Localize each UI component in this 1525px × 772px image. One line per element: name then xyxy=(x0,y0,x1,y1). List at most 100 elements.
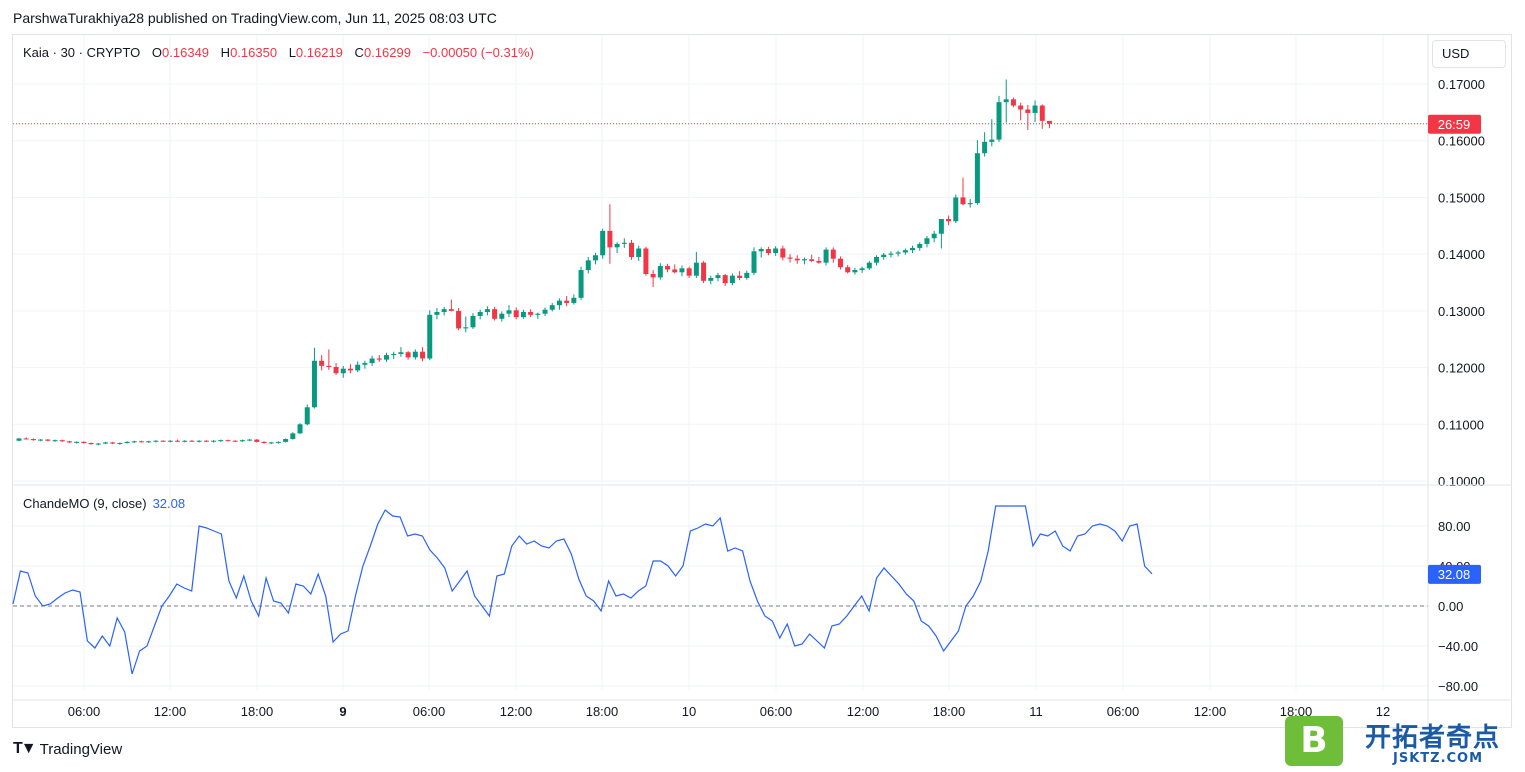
candle-body xyxy=(1018,105,1024,110)
time-tick-label: 06:00 xyxy=(1107,704,1140,719)
candle-body xyxy=(643,248,649,274)
time-tick-label: 06:00 xyxy=(413,704,446,719)
candle-body xyxy=(211,440,217,442)
candle-body xyxy=(384,355,390,360)
candle-body xyxy=(484,309,490,312)
candle-body xyxy=(117,442,123,444)
candle-body xyxy=(859,268,865,271)
candle-body xyxy=(686,268,692,276)
candle-body xyxy=(974,153,980,204)
tradingview-mark-icon: T▼ xyxy=(13,740,37,757)
candle-body xyxy=(297,424,303,434)
low-value: 0.16219 xyxy=(295,45,343,60)
candle-body xyxy=(254,439,260,442)
symbol-label[interactable]: Kaia · 30 · CRYPTO xyxy=(23,45,141,60)
chart-frame xyxy=(12,34,1512,728)
indicator-value-badge xyxy=(1428,564,1481,584)
watermark-logo-icon: B xyxy=(1285,716,1343,766)
open-label: O xyxy=(151,45,163,60)
candle-body xyxy=(102,442,108,444)
candle-body xyxy=(528,311,534,315)
price-tick-label: 0.11000 xyxy=(1438,417,1484,432)
price-tick-label: 0.17000 xyxy=(1438,77,1485,92)
candle-body xyxy=(902,250,908,253)
candle-body xyxy=(167,440,173,442)
time-tick-label: 06:00 xyxy=(760,704,793,719)
candle-body xyxy=(729,275,735,284)
indicator-name[interactable]: ChandeMO (9, close) xyxy=(23,496,147,511)
candle-body xyxy=(881,254,887,257)
candle-body xyxy=(59,440,65,442)
time-tick-label: 18:00 xyxy=(1280,704,1313,719)
candle-body xyxy=(1039,105,1045,121)
candle-body xyxy=(81,441,87,443)
candle-body xyxy=(636,248,642,257)
candle-body xyxy=(376,358,382,360)
time-tick-label: 12:00 xyxy=(154,704,187,719)
low-label: L xyxy=(288,45,296,60)
price-tick-label: 0.15000 xyxy=(1438,190,1485,205)
candle-body xyxy=(657,266,663,278)
candle-body xyxy=(247,439,253,441)
candle-body xyxy=(672,269,678,273)
candle-body xyxy=(535,313,541,315)
candle-body xyxy=(218,440,224,442)
candle-body xyxy=(412,351,418,358)
candle-body xyxy=(16,438,22,441)
candle-body xyxy=(268,442,274,444)
candle-body xyxy=(549,305,555,310)
candle-body xyxy=(74,441,80,443)
candle-body xyxy=(866,262,872,269)
candle-body xyxy=(275,441,281,443)
price-tick-label: 0.10000 xyxy=(1438,474,1485,489)
candle-body xyxy=(1032,105,1038,113)
candle-body xyxy=(571,297,577,303)
candle-body xyxy=(95,443,101,445)
candle-body xyxy=(794,258,800,261)
candle-body xyxy=(110,442,116,444)
ind-tick-label: 80.00 xyxy=(1438,519,1471,534)
candle-body xyxy=(722,275,728,284)
candle-body xyxy=(319,360,325,366)
candle-body xyxy=(830,249,836,259)
candle-body xyxy=(499,313,505,319)
tradingview-logo[interactable]: T▼ TradingView xyxy=(13,740,122,758)
candle-body xyxy=(938,218,944,234)
candle-body xyxy=(290,433,296,440)
candle-body xyxy=(470,315,476,328)
candle-body xyxy=(88,442,94,445)
candle-body xyxy=(153,440,159,442)
candle-body xyxy=(996,102,1002,140)
candle-body xyxy=(679,268,685,273)
candle-body xyxy=(369,358,375,364)
candle-body xyxy=(239,440,245,442)
candle-body xyxy=(607,230,613,248)
candle-body xyxy=(1025,109,1031,113)
candle-body xyxy=(621,242,627,244)
candle-body xyxy=(326,365,332,368)
candle-body xyxy=(888,253,894,255)
candle-body xyxy=(960,197,966,205)
candle-body xyxy=(895,252,901,254)
candle-body xyxy=(967,203,973,205)
candle-body xyxy=(917,243,923,248)
candle-body xyxy=(492,309,498,319)
time-tick-label: 9 xyxy=(339,704,346,719)
price-tick-label: 0.13000 xyxy=(1438,304,1485,319)
candle-body xyxy=(837,258,843,268)
candle-body xyxy=(758,249,764,252)
candle-body xyxy=(160,440,166,442)
candle-body xyxy=(989,139,995,142)
candle-body xyxy=(751,251,757,273)
time-tick-label: 12:00 xyxy=(1194,704,1227,719)
candle-body xyxy=(629,242,635,257)
candle-body xyxy=(585,260,591,271)
currency-button[interactable]: USD xyxy=(1432,40,1506,68)
candle-body xyxy=(506,310,512,314)
candle-body xyxy=(665,266,671,270)
candle-body xyxy=(38,439,44,441)
candle-body xyxy=(311,360,317,408)
candle-body xyxy=(715,275,721,278)
candle-body xyxy=(283,439,289,442)
